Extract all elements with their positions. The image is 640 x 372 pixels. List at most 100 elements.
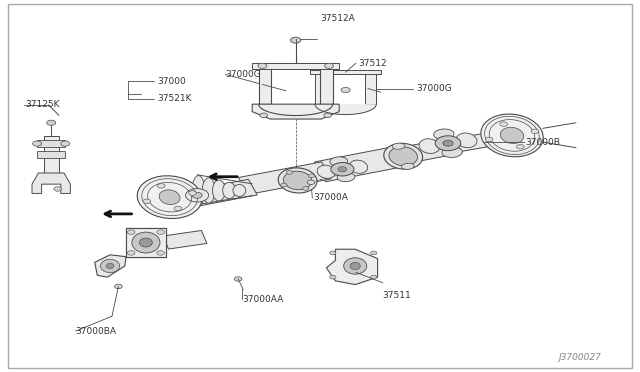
Circle shape	[443, 140, 453, 146]
Polygon shape	[314, 147, 403, 182]
Text: 37125K: 37125K	[26, 100, 60, 109]
Circle shape	[54, 187, 61, 191]
Text: J3700027: J3700027	[558, 353, 601, 362]
Circle shape	[127, 251, 135, 255]
Circle shape	[157, 251, 164, 255]
Bar	[37, 140, 65, 147]
Ellipse shape	[434, 129, 454, 140]
Circle shape	[500, 122, 508, 126]
Bar	[126, 228, 166, 257]
Bar	[310, 70, 381, 74]
Ellipse shape	[389, 147, 417, 166]
Ellipse shape	[481, 114, 543, 157]
Ellipse shape	[192, 192, 202, 198]
Text: 37000BA: 37000BA	[76, 327, 116, 336]
Text: 37000A: 37000A	[314, 193, 348, 202]
Ellipse shape	[435, 136, 461, 151]
Ellipse shape	[344, 258, 367, 274]
Ellipse shape	[337, 173, 355, 182]
Circle shape	[485, 137, 493, 142]
Circle shape	[234, 277, 242, 281]
Polygon shape	[252, 104, 339, 119]
Circle shape	[189, 191, 196, 195]
Circle shape	[157, 184, 165, 188]
Ellipse shape	[392, 143, 405, 149]
Polygon shape	[95, 255, 126, 277]
Bar	[37, 151, 65, 158]
Circle shape	[338, 167, 347, 172]
Circle shape	[287, 170, 293, 174]
Circle shape	[260, 113, 268, 118]
Circle shape	[371, 251, 377, 255]
Circle shape	[303, 187, 309, 190]
Ellipse shape	[233, 185, 246, 196]
Text: 37000G: 37000G	[225, 70, 261, 79]
Ellipse shape	[223, 182, 236, 199]
Bar	[320, 67, 333, 104]
Polygon shape	[454, 129, 515, 151]
Ellipse shape	[202, 178, 215, 203]
Text: 37000AA: 37000AA	[242, 295, 283, 304]
Text: 37511: 37511	[383, 291, 412, 300]
Ellipse shape	[137, 176, 202, 218]
Bar	[44, 136, 59, 173]
Bar	[365, 73, 376, 104]
Ellipse shape	[186, 189, 209, 202]
Circle shape	[61, 141, 70, 146]
Circle shape	[291, 37, 301, 43]
Polygon shape	[32, 173, 70, 193]
Ellipse shape	[132, 232, 160, 253]
Bar	[259, 67, 271, 104]
Text: 37000: 37000	[157, 77, 186, 86]
Text: 37512A: 37512A	[320, 14, 355, 23]
Text: 37000G: 37000G	[416, 84, 452, 93]
Ellipse shape	[106, 263, 114, 269]
Ellipse shape	[192, 176, 205, 205]
Ellipse shape	[159, 190, 180, 205]
Circle shape	[531, 129, 539, 134]
Circle shape	[324, 63, 333, 68]
Circle shape	[115, 284, 122, 289]
Circle shape	[307, 180, 315, 185]
Bar	[252, 63, 339, 69]
Circle shape	[341, 87, 350, 93]
Polygon shape	[326, 249, 378, 285]
Ellipse shape	[419, 139, 440, 154]
Ellipse shape	[350, 262, 360, 270]
Text: 37000B: 37000B	[525, 138, 559, 147]
Text: 37512: 37512	[358, 59, 387, 68]
Text: 37521K: 37521K	[157, 94, 191, 103]
Circle shape	[143, 199, 150, 203]
Ellipse shape	[212, 180, 225, 201]
Ellipse shape	[456, 133, 477, 148]
Ellipse shape	[500, 127, 524, 144]
Circle shape	[258, 63, 267, 68]
Ellipse shape	[317, 165, 335, 178]
Bar	[315, 73, 326, 104]
Ellipse shape	[401, 163, 414, 169]
Ellipse shape	[100, 259, 120, 273]
Polygon shape	[163, 231, 207, 249]
Circle shape	[371, 275, 377, 279]
Circle shape	[127, 230, 135, 234]
Polygon shape	[386, 137, 462, 166]
Ellipse shape	[278, 168, 317, 193]
Bar	[126, 228, 166, 257]
Ellipse shape	[349, 160, 367, 173]
Circle shape	[516, 144, 524, 149]
Circle shape	[330, 275, 336, 279]
Circle shape	[330, 251, 336, 255]
Polygon shape	[168, 179, 257, 210]
Circle shape	[47, 120, 56, 125]
Polygon shape	[239, 162, 331, 195]
Circle shape	[280, 183, 287, 187]
Circle shape	[308, 174, 315, 178]
Ellipse shape	[331, 163, 354, 176]
Circle shape	[157, 230, 164, 234]
Circle shape	[324, 113, 332, 118]
Ellipse shape	[140, 238, 152, 247]
Ellipse shape	[442, 147, 462, 157]
Circle shape	[174, 206, 182, 211]
Ellipse shape	[284, 171, 312, 190]
Ellipse shape	[384, 143, 422, 169]
